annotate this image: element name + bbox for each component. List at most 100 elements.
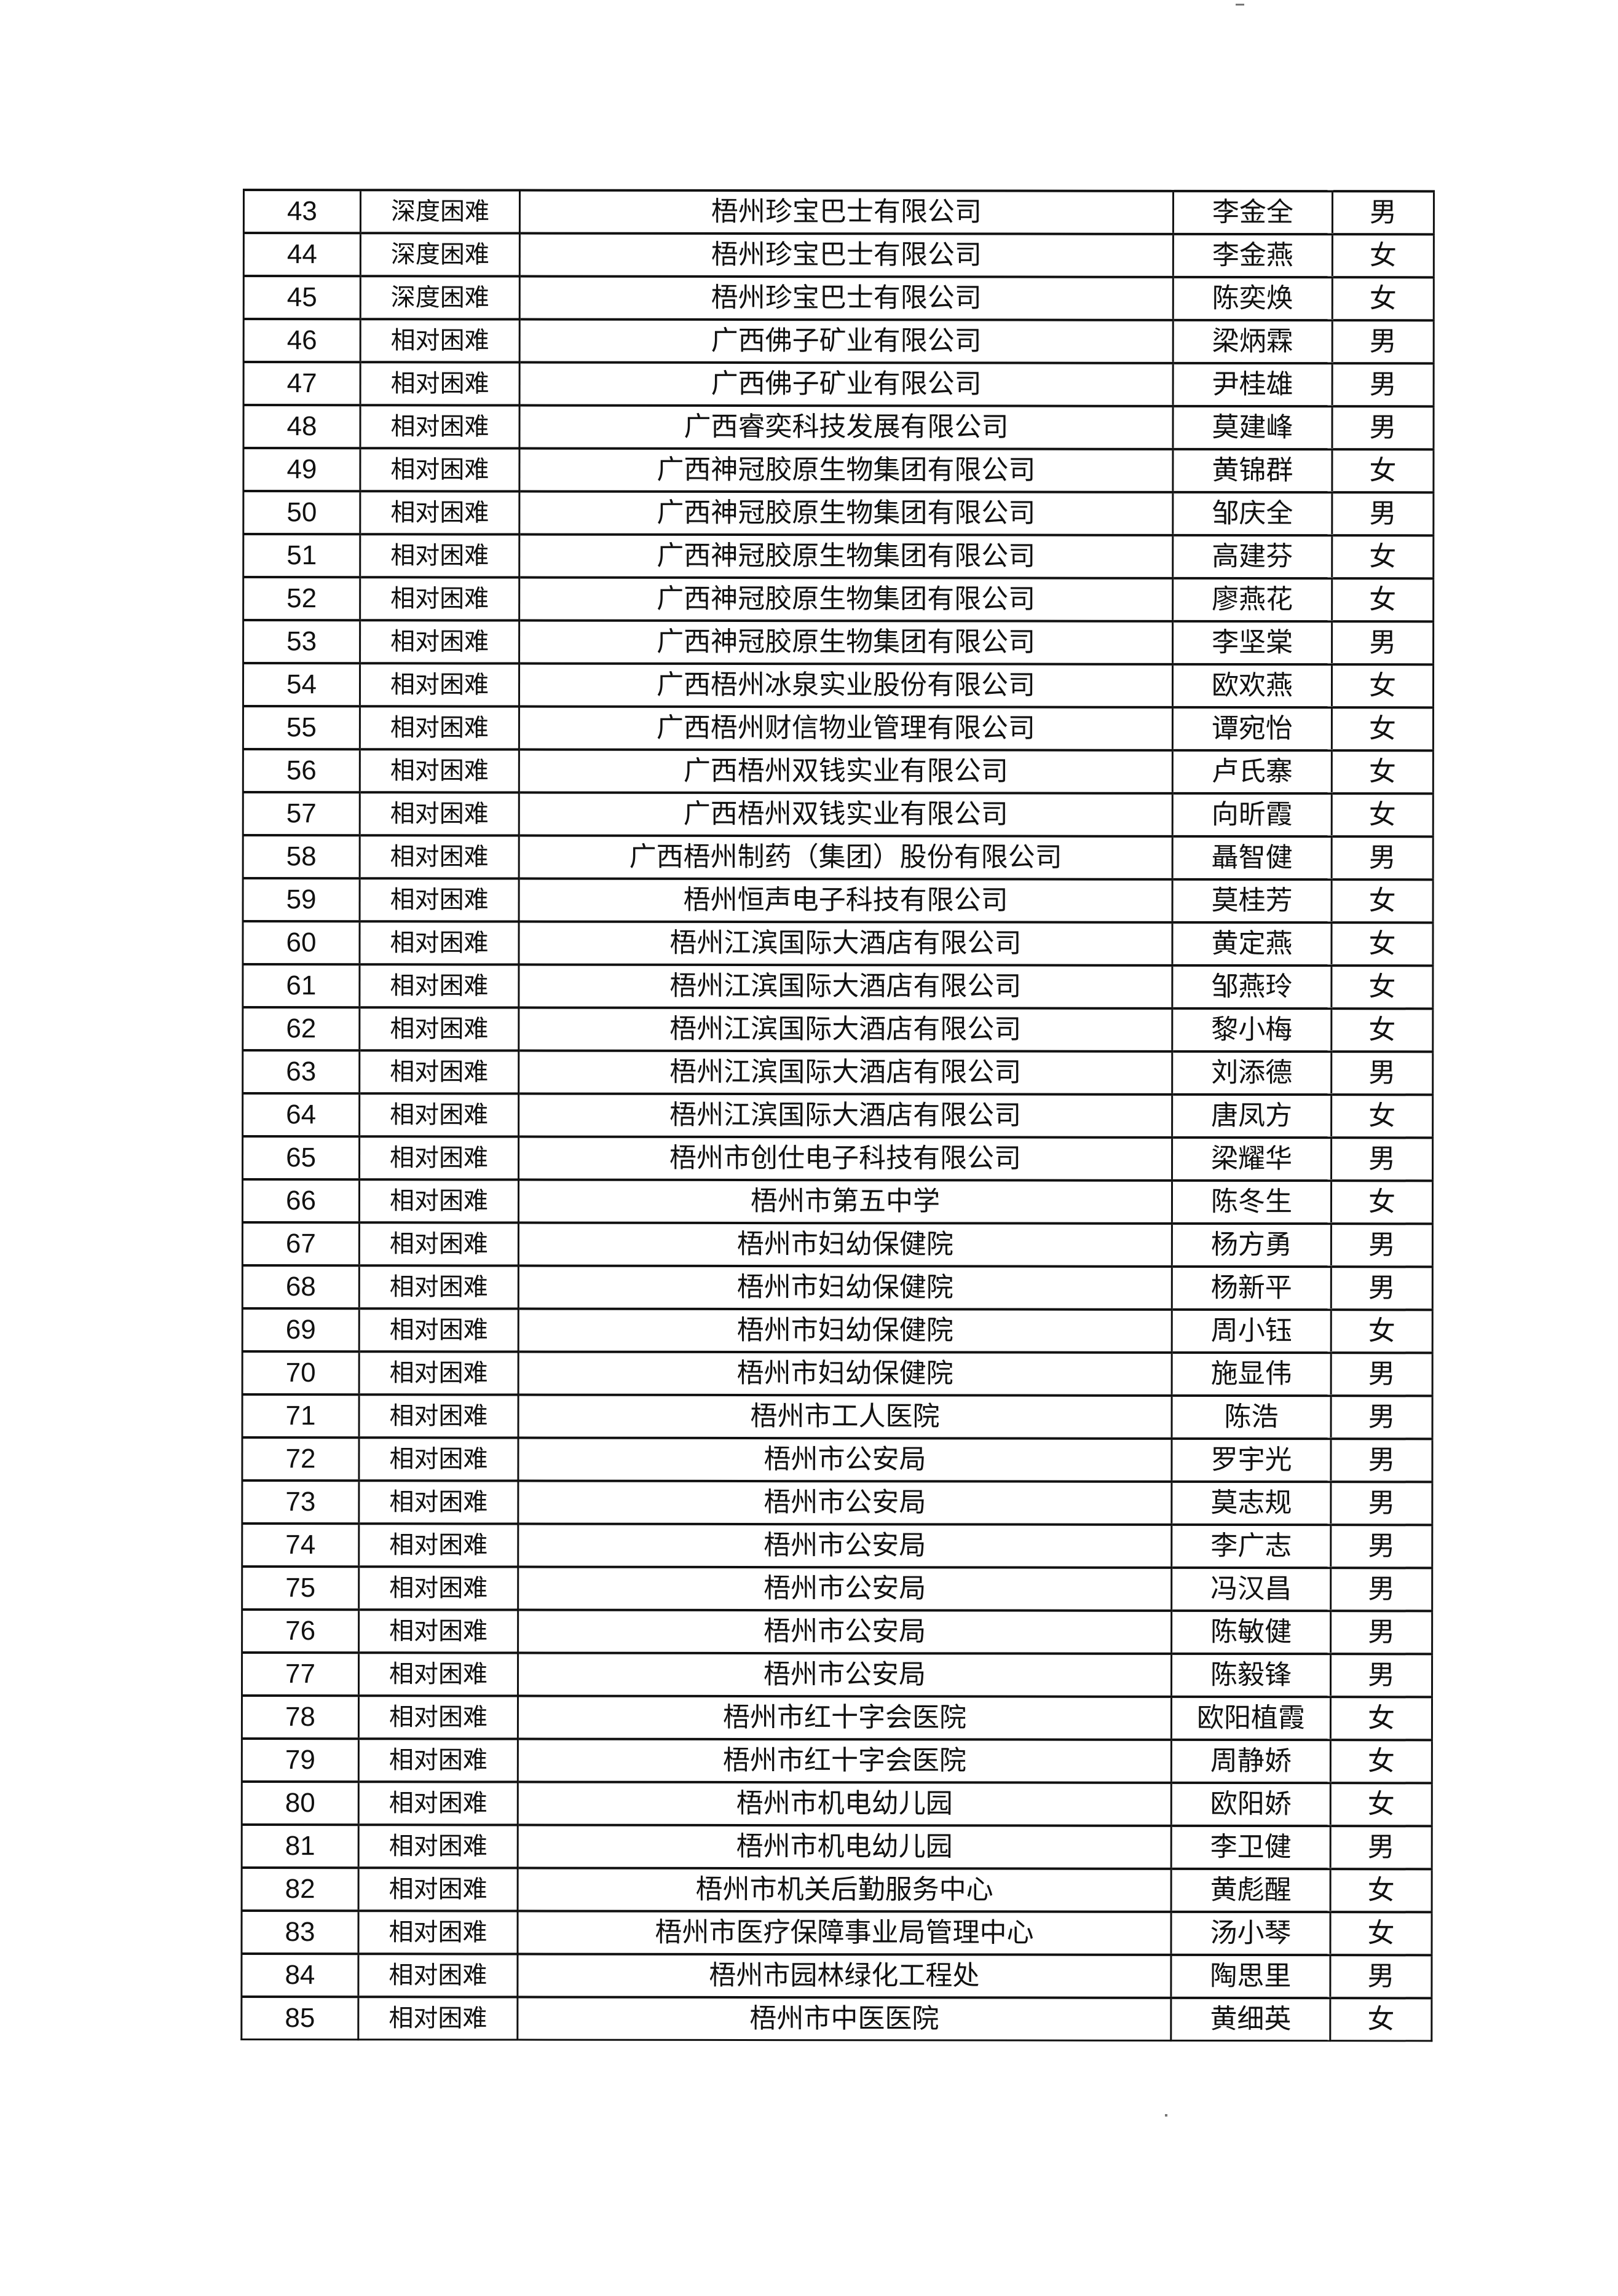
employer-cell: 梧州市红十字会医院	[518, 1739, 1172, 1783]
gender-cell: 男	[1332, 492, 1434, 536]
employer-cell: 梧州市公安局	[518, 1653, 1172, 1697]
gender-cell: 女	[1331, 1095, 1433, 1138]
scan-speck	[1165, 2114, 1167, 2117]
employer-cell: 梧州市妇幼保健院	[518, 1351, 1172, 1396]
table-row: 82 相对困难 梧州市机关后勤服务中心 黄彪醒女	[242, 1867, 1432, 1913]
employer-cell: 梧州市妇幼保健院	[518, 1308, 1172, 1353]
difficulty-level-cell: 相对困难	[360, 405, 520, 449]
employer-cell: 梧州江滨国际大酒店有限公司	[518, 1050, 1172, 1095]
gender-cell: 男	[1330, 1826, 1432, 1869]
employer-cell: 梧州市机电幼儿园	[518, 1825, 1172, 1869]
gender-cell: 男	[1332, 836, 1434, 880]
row-number-cell: 49	[243, 448, 360, 492]
gender-cell: 男	[1332, 406, 1434, 450]
table-row: 43 深度困难 梧州珍宝巴士有限公司 李金全男	[243, 190, 1434, 235]
difficulty-level-cell: 相对困难	[359, 1093, 519, 1137]
gender-cell: 男	[1331, 1353, 1433, 1396]
employer-cell: 广西梧州制药（集团）股份有限公司	[519, 835, 1173, 879]
gender-cell: 男	[1331, 1138, 1433, 1181]
table-row: 67 相对困难 梧州市妇幼保健院 杨方勇男	[242, 1222, 1433, 1267]
row-number-cell: 43	[243, 190, 361, 234]
table-row: 48 相对困难 广西睿奕科技发展有限公司 莫建峰男	[243, 405, 1434, 450]
person-name-cell: 莫志规	[1171, 1481, 1331, 1525]
gender-cell: 男	[1332, 363, 1434, 407]
gender-cell: 女	[1331, 1008, 1433, 1052]
row-number-cell: 56	[243, 749, 360, 793]
person-name-cell: 陶思里	[1170, 1954, 1330, 1999]
row-number-cell: 84	[241, 1953, 358, 1997]
employer-cell: 梧州市公安局	[518, 1567, 1172, 1611]
person-name-cell: 周静娇	[1171, 1739, 1331, 1783]
table-row: 75 相对困难 梧州市公安局 冯汉昌男	[242, 1567, 1432, 1611]
person-name-cell: 黄定燕	[1172, 922, 1332, 966]
row-number-cell: 50	[243, 491, 360, 535]
person-name-cell: 廖燕花	[1172, 578, 1332, 622]
gender-cell: 女	[1332, 535, 1434, 579]
row-number-cell: 71	[242, 1394, 360, 1438]
difficulty-level-cell: 相对困难	[358, 1567, 518, 1610]
gender-cell: 男	[1331, 1267, 1433, 1310]
table-row: 49 相对困难 广西神冠胶原生物集团有限公司 黄锦群女	[243, 448, 1434, 493]
difficulty-level-cell: 相对困难	[359, 1050, 519, 1094]
row-number-cell: 66	[242, 1179, 360, 1223]
difficulty-level-cell: 相对困难	[358, 1997, 518, 2040]
table-row: 74 相对困难 梧州市公安局 李广志男	[242, 1523, 1432, 1568]
gender-cell: 男	[1331, 1224, 1433, 1267]
row-number-cell: 76	[242, 1610, 359, 1653]
table-row: 66 相对困难 梧州市第五中学 陈冬生女	[242, 1179, 1433, 1224]
employer-cell: 广西佛子矿业有限公司	[519, 319, 1174, 363]
difficulty-level-cell: 相对困难	[358, 1653, 518, 1696]
row-number-cell: 69	[242, 1308, 360, 1352]
person-name-cell: 杨方勇	[1172, 1223, 1332, 1267]
gender-cell: 女	[1332, 750, 1434, 794]
person-name-cell: 尹桂雄	[1173, 363, 1333, 407]
row-number-cell: 60	[242, 921, 360, 965]
difficulty-level-cell: 相对困难	[358, 1868, 518, 1911]
difficulty-level-cell: 相对困难	[360, 835, 519, 879]
difficulty-level-cell: 相对困难	[360, 577, 519, 621]
difficulty-level-cell: 相对困难	[358, 1480, 518, 1524]
gender-cell: 男	[1332, 191, 1434, 235]
table-row: 76 相对困难 梧州市公安局 陈敏健男	[242, 1610, 1432, 1654]
difficulty-level-cell: 相对困难	[360, 878, 519, 922]
person-name-cell: 欧阳娇	[1171, 1782, 1331, 1826]
employer-cell: 广西神冠胶原生物集团有限公司	[519, 448, 1173, 492]
difficulty-level-cell: 相对困难	[359, 1351, 519, 1395]
table-row: 84 相对困难 梧州市园林绿化工程处 陶思里男	[241, 1953, 1432, 1999]
difficulty-level-cell: 相对困难	[360, 663, 519, 707]
table-row: 55 相对困难 广西梧州财信物业管理有限公司 谭宛怡女	[243, 706, 1434, 751]
difficulty-level-cell: 相对困难	[359, 964, 519, 1008]
table-row: 50 相对困难 广西神冠胶原生物集团有限公司 邹庆全男	[243, 491, 1434, 536]
person-name-cell: 李广志	[1171, 1524, 1331, 1568]
employer-cell: 梧州市公安局	[518, 1480, 1172, 1525]
gender-cell: 女	[1332, 664, 1434, 708]
difficulty-level-cell: 深度困难	[360, 233, 520, 277]
person-name-cell: 黄彪醒	[1171, 1868, 1331, 1913]
employer-cell: 梧州江滨国际大酒店有限公司	[518, 964, 1172, 1008]
table-row: 80 相对困难 梧州市机电幼儿园 欧阳娇女	[242, 1782, 1432, 1826]
row-number-cell: 77	[242, 1653, 359, 1696]
difficulty-level-cell: 相对困难	[358, 1954, 518, 1997]
gender-cell: 女	[1331, 965, 1433, 1009]
table-row: 79 相对困难 梧州市红十字会医院 周静娇女	[242, 1739, 1432, 1783]
person-name-cell: 向昕霞	[1172, 793, 1332, 837]
difficulty-level-cell: 相对困难	[358, 1911, 518, 1954]
gender-cell: 男	[1330, 1482, 1432, 1525]
gender-cell: 女	[1330, 1869, 1432, 1913]
row-number-cell: 64	[242, 1093, 360, 1137]
employer-cell: 梧州市机关后勤服务中心	[518, 1868, 1172, 1912]
person-name-cell: 陈浩	[1172, 1395, 1332, 1439]
table-row: 83 相对困难 梧州市医疗保障事业局管理中心 汤小琴女	[241, 1910, 1432, 1956]
employer-cell: 梧州珍宝巴士有限公司	[519, 190, 1174, 234]
row-number-cell: 63	[242, 1050, 360, 1094]
employer-cell: 梧州市园林绿化工程处	[517, 1954, 1171, 1998]
gender-cell: 男	[1330, 1525, 1432, 1568]
table-row: 46 相对困难 广西佛子矿业有限公司 梁炳霖男	[243, 319, 1434, 364]
table-row: 77 相对困难 梧州市公安局 陈毅锋男	[242, 1653, 1432, 1697]
row-number-cell: 47	[243, 362, 361, 406]
table-row: 81 相对困难 梧州市机电幼儿园 李卫健男	[242, 1824, 1432, 1869]
gender-cell: 女	[1332, 578, 1434, 622]
table-row: 73 相对困难 梧州市公安局 莫志规男	[242, 1480, 1432, 1525]
employer-cell: 梧州恒声电子科技有限公司	[519, 878, 1173, 922]
row-number-cell: 70	[242, 1351, 360, 1395]
